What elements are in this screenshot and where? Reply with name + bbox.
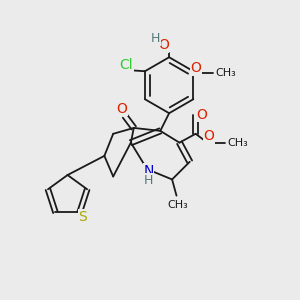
Text: Cl: Cl — [120, 58, 133, 72]
Text: H: H — [151, 32, 160, 45]
Text: H: H — [144, 174, 153, 187]
Text: O: O — [203, 129, 214, 143]
Text: S: S — [78, 210, 87, 224]
Text: O: O — [197, 108, 208, 122]
Text: O: O — [158, 38, 169, 52]
Text: CH₃: CH₃ — [168, 200, 188, 210]
Text: O: O — [190, 61, 201, 75]
Text: CH₃: CH₃ — [216, 68, 236, 78]
Text: O: O — [117, 102, 128, 116]
Text: CH₃: CH₃ — [227, 138, 248, 148]
Text: N: N — [143, 164, 154, 178]
